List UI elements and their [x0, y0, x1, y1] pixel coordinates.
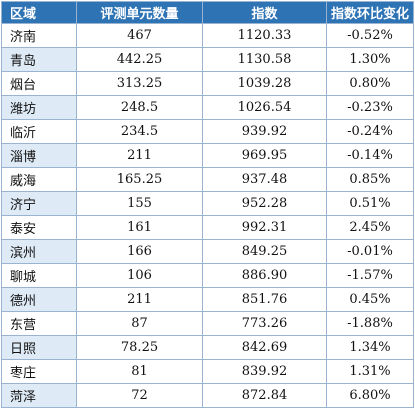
- unit-count-cell: 211: [76, 287, 203, 312]
- index-cell: 1120.33: [202, 23, 327, 48]
- index-cell: 872.84: [202, 383, 327, 408]
- region-cell: 临沂: [1, 119, 77, 144]
- index-cell: 937.48: [202, 167, 327, 192]
- region-cell: 潍坊: [1, 95, 77, 120]
- table-body: 济南 467 1120.33 -0.52% 青岛 442.25 1130.58 1.30% 烟台…: [1, 23, 414, 408]
- table-row: 枣庄 81 839.92 1.31%: [1, 359, 414, 384]
- table-row: 济南 467 1120.33 -0.52%: [1, 23, 414, 48]
- unit-count-cell: 165.25: [76, 167, 203, 192]
- index-cell: 1026.54: [202, 95, 327, 120]
- index-cell: 839.92: [202, 359, 327, 384]
- unit-count-cell: 87: [76, 311, 203, 336]
- unit-count-cell: 81: [76, 359, 203, 384]
- header-index-change: 指数环比变化: [326, 1, 414, 24]
- table-row: 济宁 155 952.28 0.51%: [1, 191, 414, 216]
- index-change-cell: -0.01%: [326, 239, 414, 264]
- region-cell: 济宁: [1, 191, 77, 216]
- table-row: 威海 165.25 937.48 0.85%: [1, 167, 414, 192]
- unit-count-cell: 161: [76, 215, 203, 240]
- unit-count-cell: 155: [76, 191, 203, 216]
- index-cell: 851.76: [202, 287, 327, 312]
- unit-count-cell: 234.5: [76, 119, 203, 144]
- index-cell: 969.95: [202, 143, 327, 168]
- region-cell: 德州: [1, 287, 77, 312]
- index-change-cell: -1.88%: [326, 311, 414, 336]
- region-cell: 济南: [1, 23, 77, 48]
- region-cell: 聊城: [1, 263, 77, 288]
- region-cell: 日照: [1, 335, 77, 360]
- index-change-cell: 0.85%: [326, 167, 414, 192]
- index-change-cell: -0.23%: [326, 95, 414, 120]
- unit-count-cell: 166: [76, 239, 203, 264]
- unit-count-cell: 248.5: [76, 95, 203, 120]
- unit-count-cell: 313.25: [76, 71, 203, 96]
- table-row: 烟台 313.25 1039.28 0.80%: [1, 71, 414, 96]
- region-cell: 淄博: [1, 143, 77, 168]
- table-row: 日照 78.25 842.69 1.34%: [1, 335, 414, 360]
- index-change-cell: 2.45%: [326, 215, 414, 240]
- table-row: 德州 211 851.76 0.45%: [1, 287, 414, 312]
- data-table-container: 区域 评测单元数量 指数 指数环比变化 济南 467 1120.33 -0.52% 青岛…: [1, 1, 414, 408]
- unit-count-cell: 72: [76, 383, 203, 408]
- index-change-cell: 0.51%: [326, 191, 414, 216]
- table-row: 潍坊 248.5 1026.54 -0.23%: [1, 95, 414, 120]
- index-table: 区域 评测单元数量 指数 指数环比变化 济南 467 1120.33 -0.52% 青岛…: [1, 1, 414, 408]
- index-cell: 952.28: [202, 191, 327, 216]
- region-cell: 威海: [1, 167, 77, 192]
- index-cell: 842.69: [202, 335, 327, 360]
- unit-count-cell: 442.25: [76, 47, 203, 72]
- index-change-cell: 0.45%: [326, 287, 414, 312]
- table-row: 东营 87 773.26 -1.88%: [1, 311, 414, 336]
- region-cell: 烟台: [1, 71, 77, 96]
- unit-count-cell: 106: [76, 263, 203, 288]
- index-cell: 849.25: [202, 239, 327, 264]
- header-unit-count: 评测单元数量: [76, 1, 203, 24]
- index-cell: 992.31: [202, 215, 327, 240]
- unit-count-cell: 467: [76, 23, 203, 48]
- table-row: 临沂 234.5 939.92 -0.24%: [1, 119, 414, 144]
- index-change-cell: 1.34%: [326, 335, 414, 360]
- header-row: 区域 评测单元数量 指数 指数环比变化: [1, 1, 414, 24]
- index-cell: 939.92: [202, 119, 327, 144]
- region-cell: 泰安: [1, 215, 77, 240]
- table-row: 青岛 442.25 1130.58 1.30%: [1, 47, 414, 72]
- index-change-cell: -0.14%: [326, 143, 414, 168]
- region-cell: 枣庄: [1, 359, 77, 384]
- unit-count-cell: 78.25: [76, 335, 203, 360]
- index-change-cell: 1.31%: [326, 359, 414, 384]
- index-cell: 773.26: [202, 311, 327, 336]
- header-region: 区域: [1, 1, 77, 24]
- index-cell: 1039.28: [202, 71, 327, 96]
- table-row: 聊城 106 886.90 -1.57%: [1, 263, 414, 288]
- index-change-cell: 1.30%: [326, 47, 414, 72]
- header-index: 指数: [202, 1, 327, 24]
- table-row: 菏泽 72 872.84 6.80%: [1, 383, 414, 408]
- index-cell: 1130.58: [202, 47, 327, 72]
- index-change-cell: -1.57%: [326, 263, 414, 288]
- table-row: 泰安 161 992.31 2.45%: [1, 215, 414, 240]
- table-row: 滨州 166 849.25 -0.01%: [1, 239, 414, 264]
- index-change-cell: 6.80%: [326, 383, 414, 408]
- region-cell: 滨州: [1, 239, 77, 264]
- region-cell: 青岛: [1, 47, 77, 72]
- unit-count-cell: 211: [76, 143, 203, 168]
- region-cell: 东营: [1, 311, 77, 336]
- region-cell: 菏泽: [1, 383, 77, 408]
- index-change-cell: 0.80%: [326, 71, 414, 96]
- index-cell: 886.90: [202, 263, 327, 288]
- index-change-cell: -0.52%: [326, 23, 414, 48]
- table-row: 淄博 211 969.95 -0.14%: [1, 143, 414, 168]
- index-change-cell: -0.24%: [326, 119, 414, 144]
